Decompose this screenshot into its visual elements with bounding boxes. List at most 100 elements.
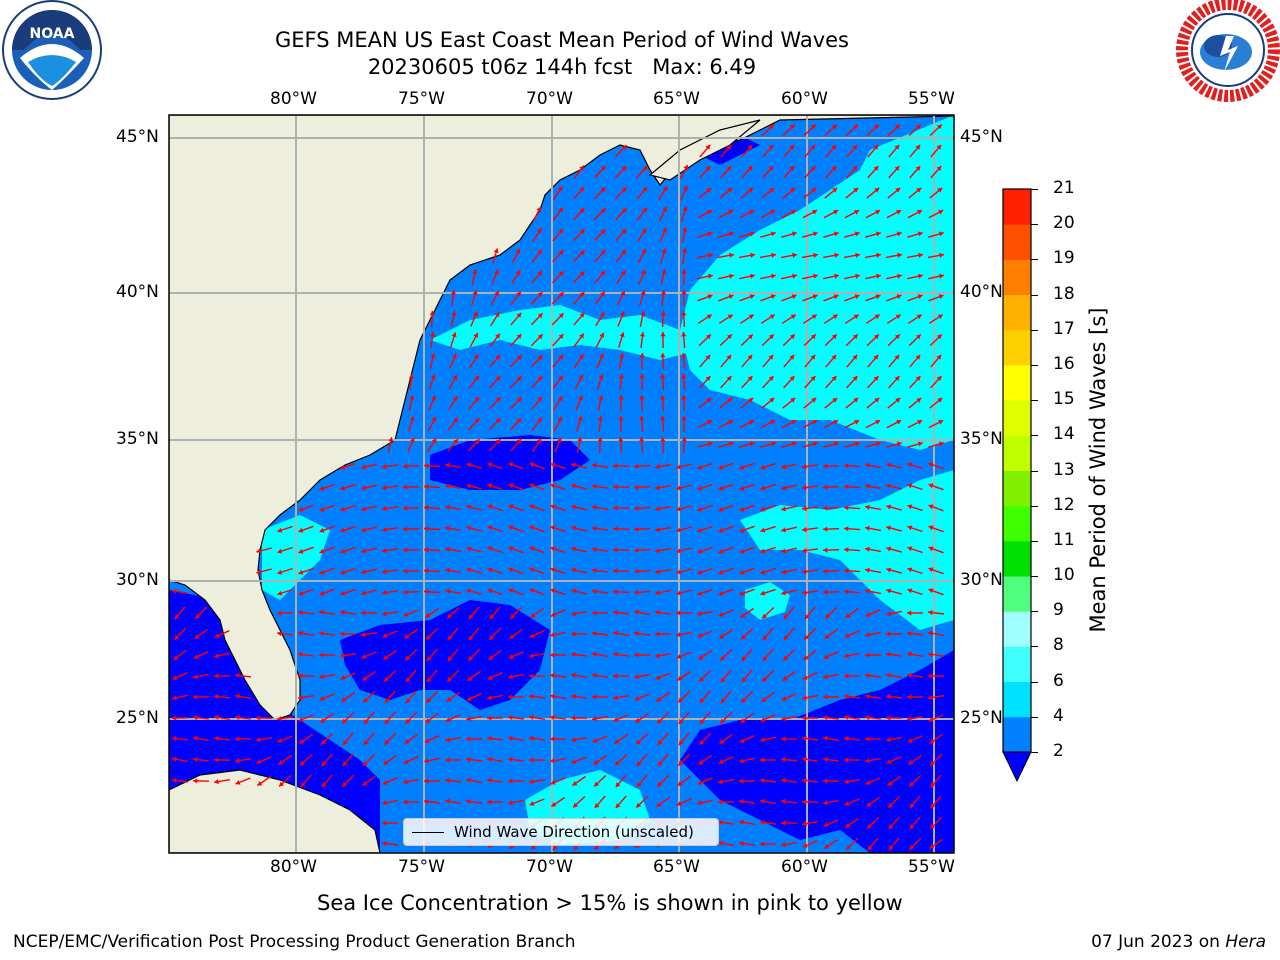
wind-arrow-head: [493, 248, 499, 254]
wind-arrow-head: [697, 590, 703, 596]
wind-arrow-head: [909, 824, 915, 830]
wind-arrow-head: [718, 840, 723, 846]
wind-arrow-head: [846, 844, 852, 850]
wind-arrow-head: [739, 819, 744, 825]
wind-arrow-head: [634, 674, 639, 680]
wind-arrow-head: [739, 590, 745, 596]
lat-label-left-45n: 45°N: [116, 127, 159, 147]
wind-arrow-head: [172, 777, 177, 783]
wind-arrow-head: [739, 799, 744, 805]
wind-arrow-head: [235, 736, 240, 742]
wind-arrow-head: [404, 739, 410, 744]
wind-arrow-head: [579, 186, 585, 192]
wind-arrow-head: [468, 635, 474, 641]
wind-arrow-head: [573, 845, 579, 851]
wind-arrow-head: [802, 506, 807, 512]
wind-arrow-head: [844, 463, 849, 469]
wind-arrow-head: [897, 273, 902, 279]
colorbar-tick-mark: [1031, 294, 1038, 296]
sea-ice-note: Sea Ice Concentration > 15% is shown in …: [317, 891, 903, 915]
wind-arrow-head: [728, 294, 734, 300]
wind-arrow-head: [466, 757, 471, 763]
wind-arrow-head: [508, 674, 513, 680]
wind-arrow-head: [618, 437, 624, 442]
lat-label-left-30n: 30°N: [116, 570, 159, 590]
wind-arrow-head: [660, 290, 666, 295]
wind-arrow-head: [193, 735, 198, 741]
wind-arrow-head: [529, 779, 534, 785]
wind-arrow-head: [655, 548, 660, 554]
wind-arrow-head: [706, 314, 712, 320]
wind-arrow-head: [641, 269, 646, 275]
wind-arrow-head: [572, 781, 578, 786]
wind-arrow-head: [537, 376, 543, 381]
wind-arrow-head: [705, 334, 711, 340]
wind-arrow-head: [445, 483, 450, 489]
wind-arrow-head: [791, 231, 797, 237]
wind-arrow-head: [660, 416, 666, 421]
lat-label-left-25n: 25°N: [116, 708, 159, 728]
wind-arrow-head: [770, 294, 776, 300]
wind-arrow-head: [298, 695, 303, 701]
wind-arrow-head: [453, 417, 458, 423]
wind-arrow-head: [321, 782, 327, 788]
wind-arrow-head: [599, 332, 604, 338]
wind-arrow-head: [174, 614, 180, 620]
lon-label-bottom-65w: 65°W: [653, 857, 700, 877]
wind-arrow-head: [660, 437, 666, 442]
wind-arrow-head: [298, 651, 303, 657]
wind-arrow-head: [529, 546, 535, 552]
wind-arrow-head: [319, 506, 325, 512]
wind-arrow-head: [844, 694, 849, 700]
wind-arrow-head: [783, 655, 789, 661]
wind-arrow-head: [681, 290, 687, 295]
wind-arrow-head: [681, 353, 687, 358]
wind-arrow-head: [886, 525, 892, 531]
wind-arrow-head: [747, 166, 753, 171]
wind-arrow-head: [594, 844, 600, 850]
wind-arrow-head: [812, 231, 818, 237]
wind-arrow-head: [508, 462, 514, 468]
wind-arrow-head: [707, 294, 713, 300]
wind-arrow-head: [613, 484, 618, 490]
wind-arrow-head: [619, 332, 625, 338]
wind-arrow-head: [896, 420, 902, 425]
wind-arrow-head: [937, 187, 943, 193]
wind-arrow-head: [802, 756, 807, 762]
wind-arrow-head: [256, 715, 261, 721]
wind-arrow-head: [340, 590, 346, 596]
wind-arrow-head: [403, 547, 408, 553]
wind-arrow-head: [781, 716, 786, 722]
wind-arrow-head: [613, 463, 618, 469]
wind-arrow-head: [852, 124, 858, 130]
wind-arrow-head: [558, 228, 564, 234]
wind-arrow-head: [726, 144, 732, 150]
wind-arrow-head: [614, 739, 620, 744]
wind-arrow-head: [844, 653, 849, 659]
wind-arrow-head: [804, 614, 810, 620]
wind-arrow-head: [256, 548, 262, 554]
wind-arrow-head: [697, 485, 703, 491]
wind-arrow-head: [342, 718, 348, 724]
lon-label-top-55w: 55°W: [908, 89, 955, 109]
wind-arrow-head: [619, 353, 625, 358]
wind-arrow-head: [781, 757, 786, 763]
wind-arrow-head: [916, 397, 922, 403]
wind-arrow-head: [489, 634, 495, 640]
wind-arrow-head: [382, 780, 388, 785]
wind-arrow-head: [707, 231, 713, 237]
wind-arrow-head: [719, 739, 725, 744]
wind-arrow-head: [382, 841, 387, 847]
wind-arrow-head: [277, 631, 282, 637]
lat-label-right-40n: 40°N: [960, 282, 1003, 302]
wind-arrow-head: [634, 589, 639, 595]
wind-arrow-head: [487, 675, 493, 680]
wind-arrow-head: [781, 842, 786, 848]
wind-arrow-head: [834, 252, 839, 258]
wind-arrow-head: [403, 484, 408, 490]
wind-arrow-head: [571, 737, 576, 743]
wind-arrow-head: [718, 759, 724, 764]
wind-arrow-head: [886, 631, 891, 637]
wind-arrow-head: [928, 525, 934, 531]
wind-arrow-head: [936, 354, 942, 360]
